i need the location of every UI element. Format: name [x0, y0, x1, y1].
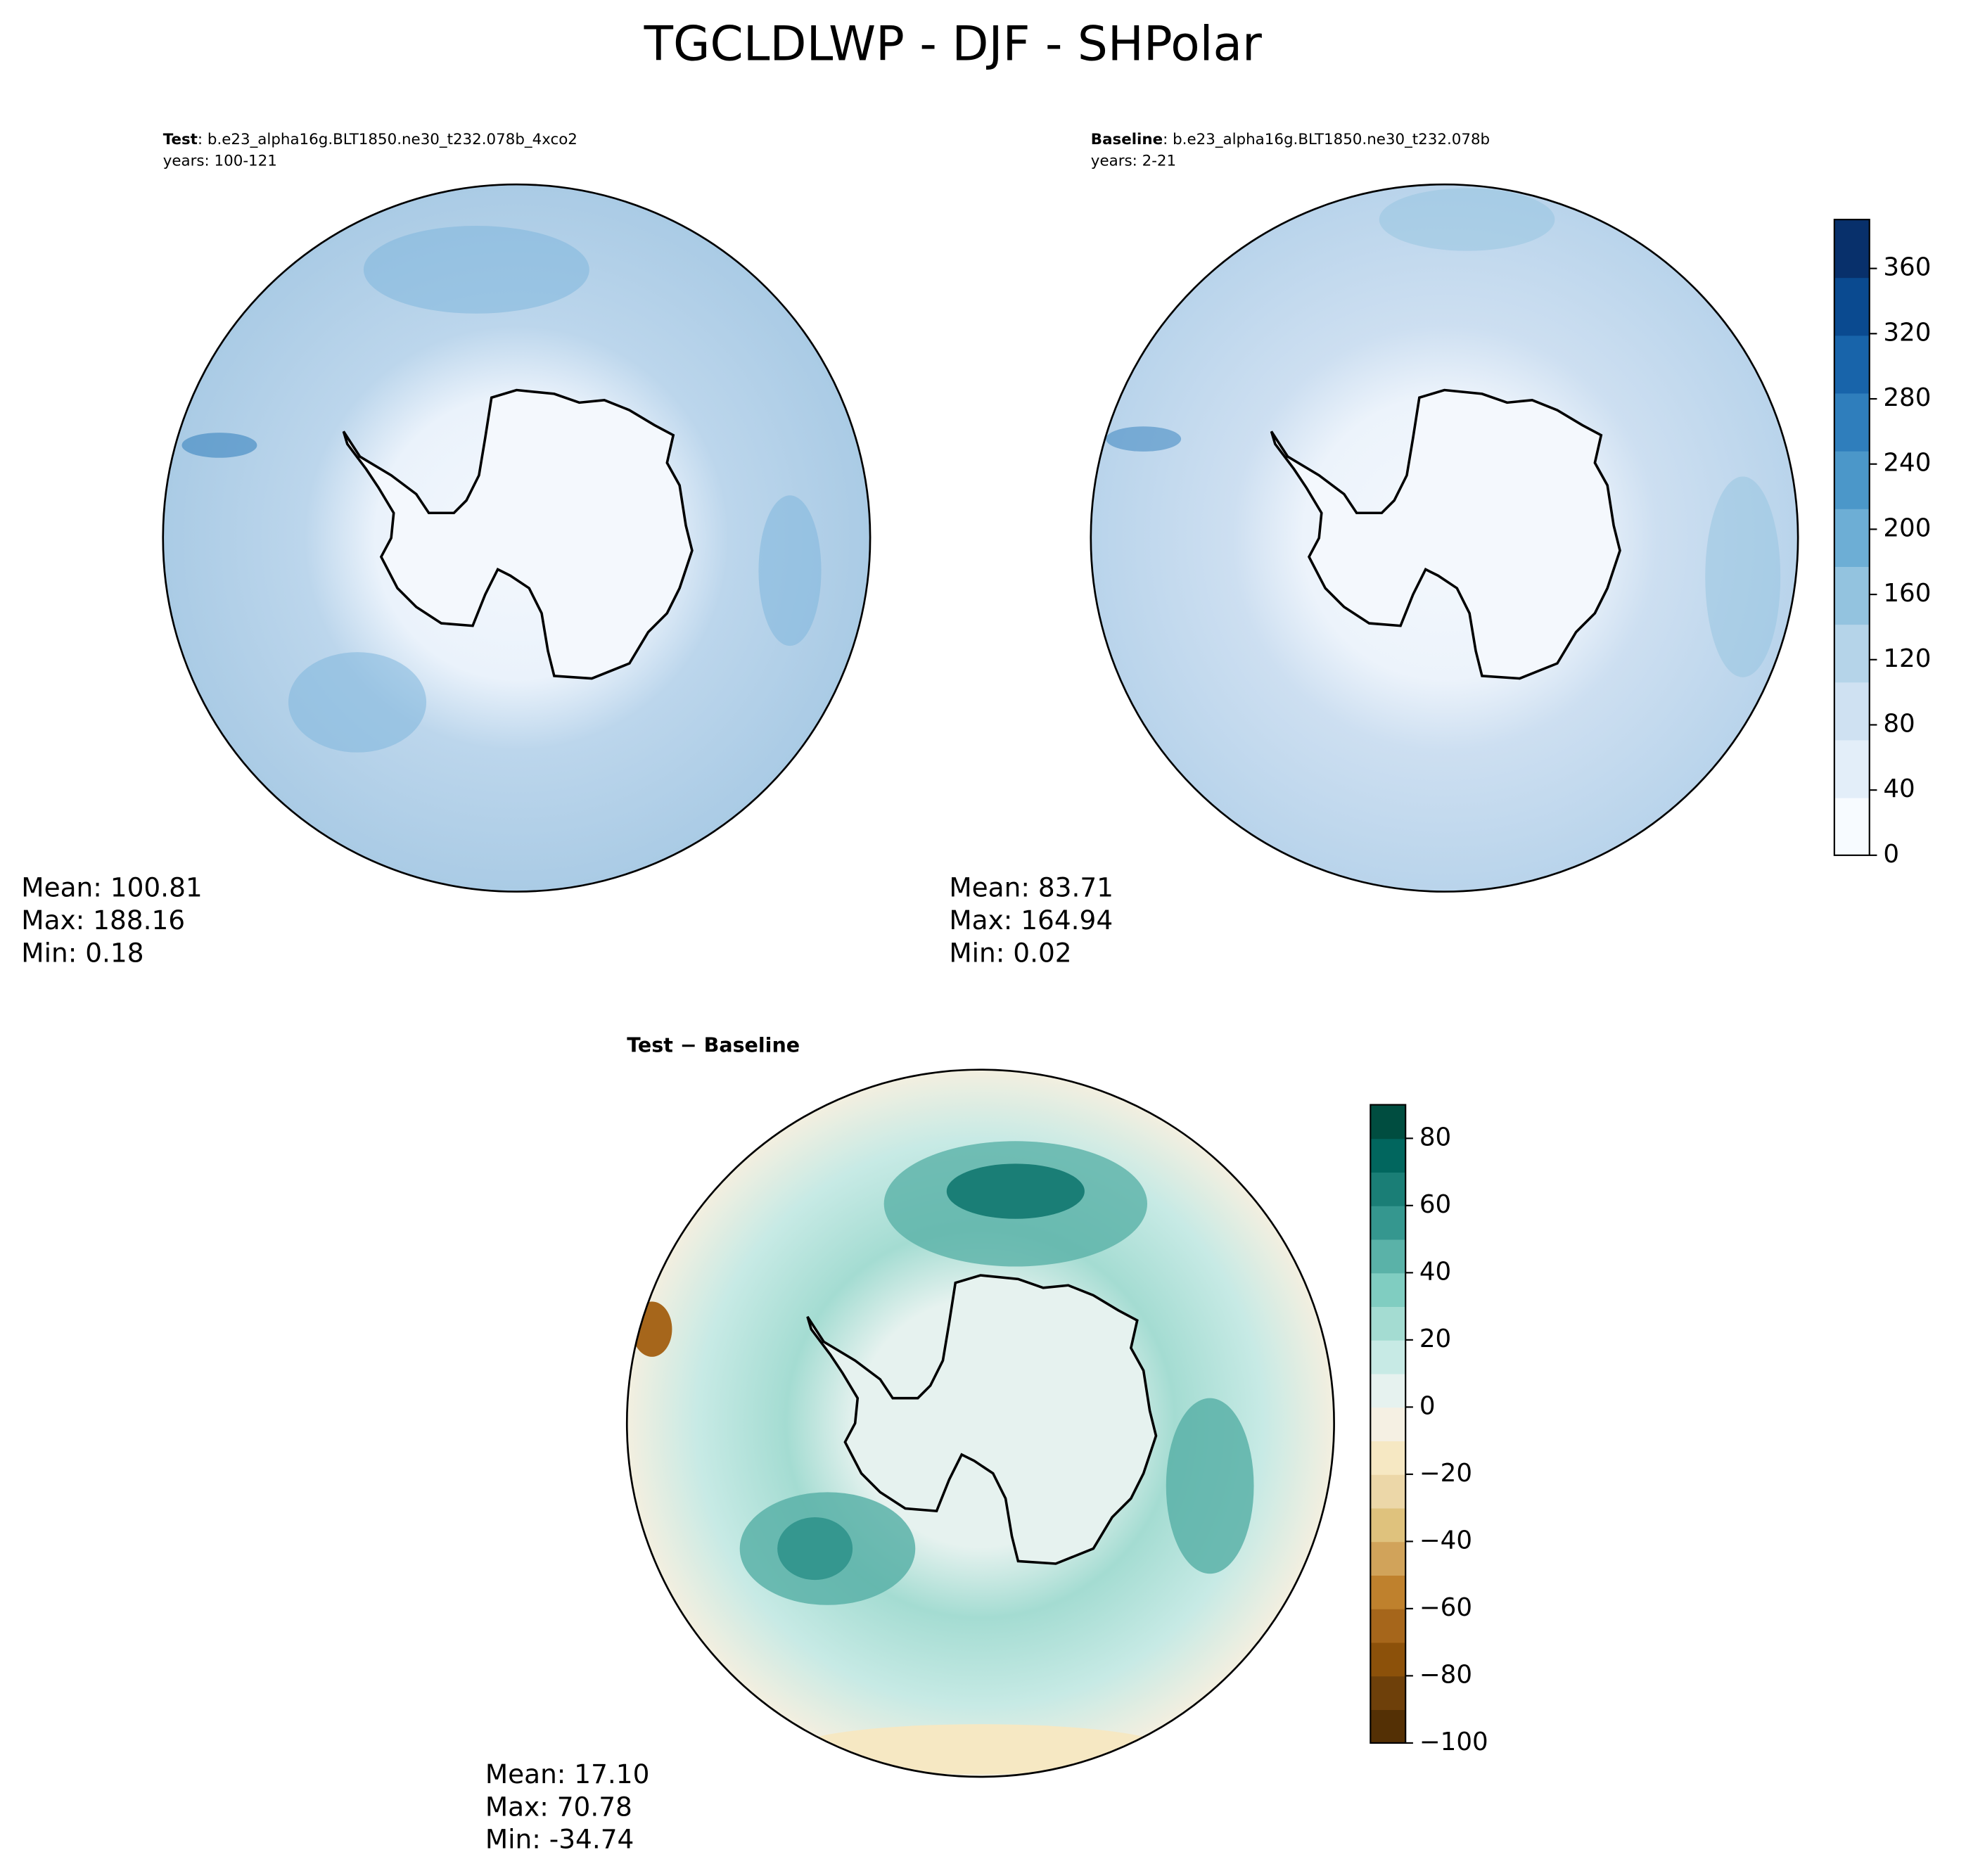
colorbar-band — [1834, 450, 1870, 509]
colorbar-tick-label: 360 — [1883, 253, 1931, 282]
colorbar-frame — [1833, 219, 1870, 856]
colorbar-band — [1370, 1205, 1406, 1240]
panel-title: Test: b.e23_alpha16g.BLT1850.ne30_t232.0… — [163, 131, 577, 148]
colorbar-tick-label: 80 — [1419, 1123, 1451, 1151]
panel-title: Baseline: b.e23_alpha16g.BLT1850.ne30_t2… — [1091, 131, 1490, 148]
colorbar-tick-label: 240 — [1883, 449, 1931, 478]
colorbar-frame — [1370, 1104, 1407, 1744]
case-name: : b.e23_alpha16g.BLT1850.ne30_t232.078b_… — [198, 131, 577, 148]
colorbar-band — [1370, 1541, 1406, 1576]
colorbar-band — [1834, 624, 1870, 683]
colorbar-band — [1834, 219, 1870, 279]
colorbar-band — [1370, 1709, 1406, 1744]
colorbar-band — [1370, 1272, 1406, 1307]
panel-label: Test — [163, 131, 198, 148]
colorbar-tick-label: −40 — [1419, 1526, 1472, 1555]
colorbar-band — [1834, 393, 1870, 452]
stat: Min: 0.18 — [21, 937, 143, 968]
stat: Mean: 83.71 — [949, 872, 1113, 903]
colorbar-band — [1834, 682, 1870, 741]
case-name: : b.e23_alpha16g.BLT1850.ne30_t232.078b — [1163, 131, 1490, 148]
colorbar-tick-label: 20 — [1419, 1325, 1451, 1353]
colorbar-tick-label: 320 — [1883, 318, 1931, 347]
colorbar-tick-label: 200 — [1883, 513, 1931, 542]
colorbar-band — [1370, 1239, 1406, 1274]
figure-title: TGCLDLWP - DJF - SHPolar — [644, 16, 1262, 72]
colorbar-band — [1834, 739, 1870, 798]
colorbar-tick-label: 280 — [1883, 383, 1931, 412]
colorbar-band — [1370, 1172, 1406, 1206]
colorbar-tick-label: −20 — [1419, 1459, 1472, 1488]
colorbar-band — [1834, 277, 1870, 336]
stat: Mean: 17.10 — [485, 1759, 650, 1789]
stat: Max: 164.94 — [949, 905, 1113, 936]
panel-label: Test − Baseline — [627, 1034, 800, 1057]
panel-title: Test − Baseline — [627, 1034, 800, 1057]
colorbar-tick-label: 120 — [1883, 644, 1931, 673]
colorbar-tick-label: 60 — [1419, 1190, 1451, 1219]
colorbar-band — [1834, 797, 1870, 856]
colorbar-band — [1834, 335, 1870, 394]
years: years: 2-21 — [1091, 152, 1176, 170]
colorbar-tick-label: 40 — [1419, 1257, 1451, 1286]
colorbar-band — [1370, 1507, 1406, 1543]
colorbar-band — [1834, 508, 1870, 567]
colorbar-band — [1370, 1608, 1406, 1643]
colorbar-band — [1370, 1138, 1406, 1173]
colorbar-band — [1370, 1575, 1406, 1609]
colorbar-band — [1370, 1441, 1406, 1475]
map — [162, 183, 872, 893]
panel-label: Baseline — [1091, 131, 1163, 148]
colorbar-band — [1370, 1676, 1406, 1711]
colorbar-band — [1370, 1306, 1406, 1341]
stat: Mean: 100.81 — [21, 872, 202, 903]
colorbar-tick-label: 40 — [1883, 774, 1915, 803]
stat: Max: 188.16 — [21, 905, 185, 936]
colorbar-tick-label: −80 — [1419, 1660, 1472, 1689]
colorbar-band — [1834, 566, 1870, 625]
stat: Min: -34.74 — [485, 1824, 634, 1855]
years: years: 100-121 — [163, 152, 277, 170]
colorbar-band — [1370, 1407, 1406, 1441]
stat: Max: 70.78 — [485, 1791, 632, 1822]
map — [1090, 183, 1799, 893]
colorbar-band — [1370, 1373, 1406, 1408]
colorbar-tick-label: 160 — [1883, 579, 1931, 608]
colorbar-tick-label: −60 — [1419, 1593, 1472, 1622]
map — [625, 1068, 1335, 1778]
colorbar-tick-label: 80 — [1883, 709, 1915, 738]
stat: Min: 0.02 — [949, 937, 1071, 968]
colorbar-band — [1370, 1339, 1406, 1374]
colorbar-band — [1370, 1474, 1406, 1509]
colorbar-tick-label: 0 — [1419, 1391, 1436, 1420]
colorbar-tick-label: 0 — [1883, 840, 1899, 869]
colorbar-band — [1370, 1642, 1406, 1677]
colorbar-tick-label: −100 — [1419, 1728, 1488, 1756]
colorbar-band — [1370, 1104, 1406, 1140]
